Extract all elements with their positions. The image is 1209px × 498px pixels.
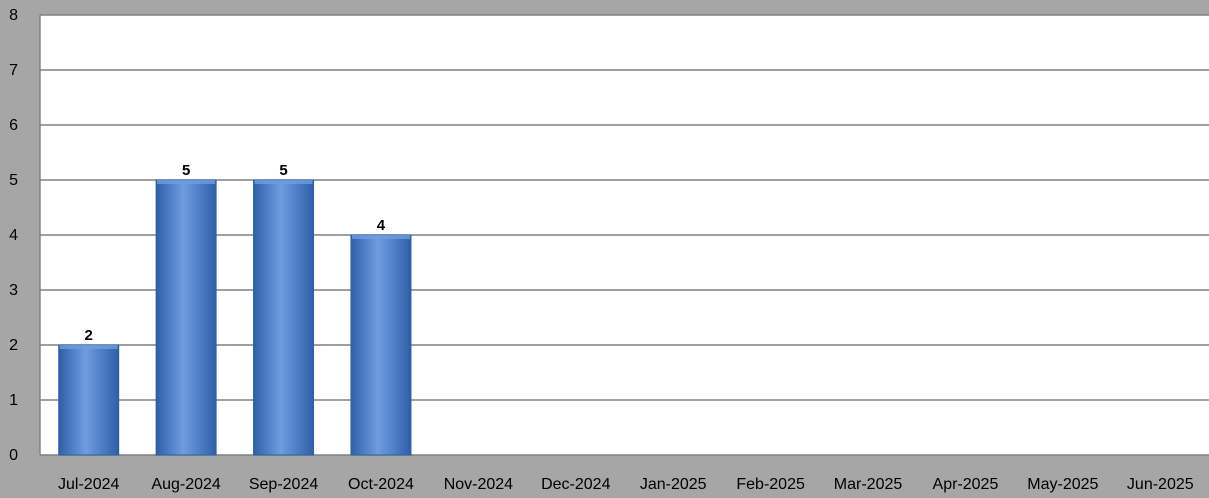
x-tick-label: Jul-2024 (58, 476, 119, 493)
x-tick-label: Nov-2024 (444, 476, 513, 493)
gridlines (39, 14, 1209, 456)
bar-highlight (254, 180, 313, 184)
data-label: 2 (85, 327, 93, 344)
y-tick-label: 3 (9, 282, 18, 299)
x-tick-label: Dec-2024 (541, 476, 610, 493)
bar (58, 344, 120, 456)
x-tick-label: Jan-2025 (640, 476, 707, 493)
x-tick-label: Feb-2025 (736, 476, 805, 493)
bars (58, 179, 412, 456)
x-tick-label: Sep-2024 (249, 476, 318, 493)
x-tick-label: Oct-2024 (348, 476, 414, 493)
y-tick-label: 6 (9, 117, 18, 134)
x-tick-label: Mar-2025 (834, 476, 903, 493)
data-label: 4 (377, 217, 386, 234)
bar (350, 234, 412, 456)
x-axis: Jul-2024 Aug-2024 Sep-2024 Oct-2024 Nov-2024… (58, 476, 1194, 493)
bar-highlight (351, 235, 410, 239)
x-tick-label: Apr-2025 (933, 476, 999, 493)
y-tick-label: 7 (9, 62, 18, 79)
bar-highlight (59, 345, 118, 349)
data-label: 5 (182, 162, 190, 179)
bar-highlight (157, 180, 216, 184)
y-tick-label: 1 (9, 392, 18, 409)
data-label: 5 (279, 162, 287, 179)
bar (155, 179, 217, 456)
bar (253, 179, 315, 456)
y-tick-label: 8 (9, 7, 18, 24)
data-labels: 2 5 5 4 (85, 162, 386, 344)
x-tick-label: May-2025 (1027, 476, 1098, 493)
y-axis: 0 1 2 3 4 5 6 7 8 (9, 7, 18, 464)
x-tick-label: Jun-2025 (1127, 476, 1194, 493)
y-tick-label: 5 (9, 172, 18, 189)
y-tick-label: 4 (9, 227, 18, 244)
y-tick-label: 0 (9, 447, 18, 464)
y-tick-label: 2 (9, 337, 18, 354)
x-tick-label: Aug-2024 (151, 476, 220, 493)
